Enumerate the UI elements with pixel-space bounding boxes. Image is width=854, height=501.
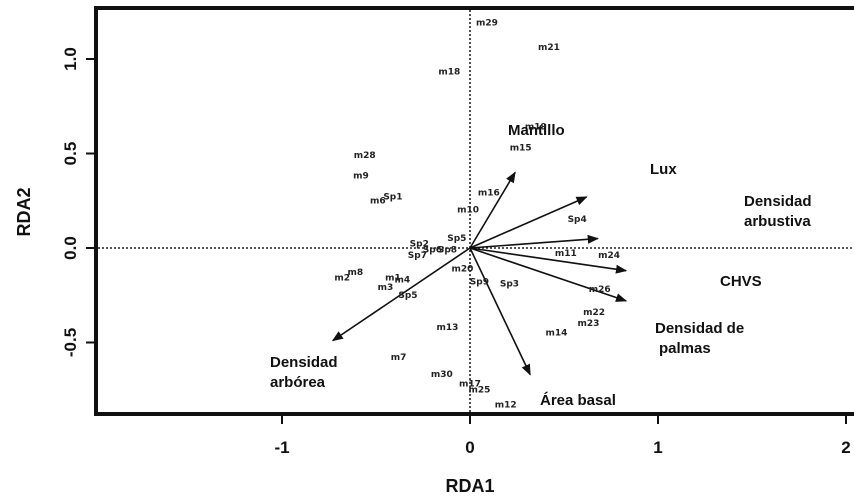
vector-arrow-densidad-arbustiva [469,234,599,249]
y-axis-title: RDA2 [14,187,34,236]
vector-label-line: CHVS [720,273,762,290]
site-label: m14 [546,329,568,339]
site-label: m13 [436,323,458,333]
axes: -1 0 1 2 -0.5 0.0 0.5 1.0 [61,47,851,457]
site-label: m28 [354,151,376,161]
y-tick-label: 1.0 [61,47,80,71]
vector-label-line: Mantillo [508,122,565,139]
y-tick-label: -0.5 [61,328,80,357]
x-tick-label: 1 [653,438,662,457]
site-label: m11 [555,249,577,259]
site-label: m17 [459,380,481,390]
species-label: Sp8 [438,245,457,255]
environmental-vectors [331,171,628,376]
vector-labels: Mantillo Lux Densidad arbustiva CHVS Densidad… [270,122,812,409]
y-tick-label: 0.0 [61,236,80,260]
vector-arrow-densidad-arborea [331,247,471,342]
species-label: Sp7 [408,251,427,261]
species-label: Sp5 [398,291,417,301]
vector-label-line: palmas [659,340,711,357]
vector-arrow-densidad-de-palmas [469,247,628,302]
species-label: Sp1 [383,192,402,202]
x-tick-label: 0 [465,438,474,457]
vector-label-line: Área basal [540,392,616,409]
site-label: m25 [468,385,490,395]
site-label: m30 [431,370,453,380]
species-label: Sp6 [423,245,442,255]
vector-arrow-area-basal [469,247,531,376]
site-label: m21 [538,43,560,53]
site-label: m29 [476,19,498,29]
site-label: m23 [577,319,599,329]
plot-frame [94,6,854,416]
vector-label-line: Densidad [270,354,338,371]
vector-arrow-mantillo [469,171,516,249]
site-label: m7 [391,353,407,363]
site-label: m26 [589,285,611,295]
site-label: m1 [385,274,401,284]
site-label: m24 [598,251,620,261]
species-label: Sp2 [410,240,429,250]
site-label: m2 [334,274,350,284]
site-label: m18 [438,68,460,78]
site-label: m10 [457,206,479,216]
species-label: Sp9 [470,278,489,288]
reference-lines [98,10,854,412]
vector-label-line: arbustiva [744,213,811,230]
x-tick-label: -1 [274,438,289,457]
species-label: Sp4 [568,215,587,225]
x-tick-label: 2 [841,438,850,457]
vector-label-line: arbórea [270,374,326,391]
site-label: m8 [347,268,363,278]
species-label: Sp3 [500,279,519,289]
site-label: m9 [353,172,369,182]
site-label: m19 [525,123,547,133]
vector-label-line: Lux [650,161,677,178]
vector-label-line: Densidad de [655,320,744,337]
site-label: m4 [394,276,410,286]
x-axis-title: RDA1 [445,476,494,496]
site-label: m15 [510,143,532,153]
vector-label-line: Densidad [744,193,812,210]
vector-arrow-chvs [469,247,628,274]
vector-arrow-lux [469,196,588,249]
site-label: m6 [370,196,386,206]
site-label: m3 [378,283,394,293]
site-label: m16 [478,189,500,199]
site-label: m20 [452,264,474,274]
y-tick-label: 0.5 [61,142,80,166]
site-label: m12 [495,400,517,410]
site-label: m22 [583,308,605,318]
species-label: Sp5 [447,234,466,244]
